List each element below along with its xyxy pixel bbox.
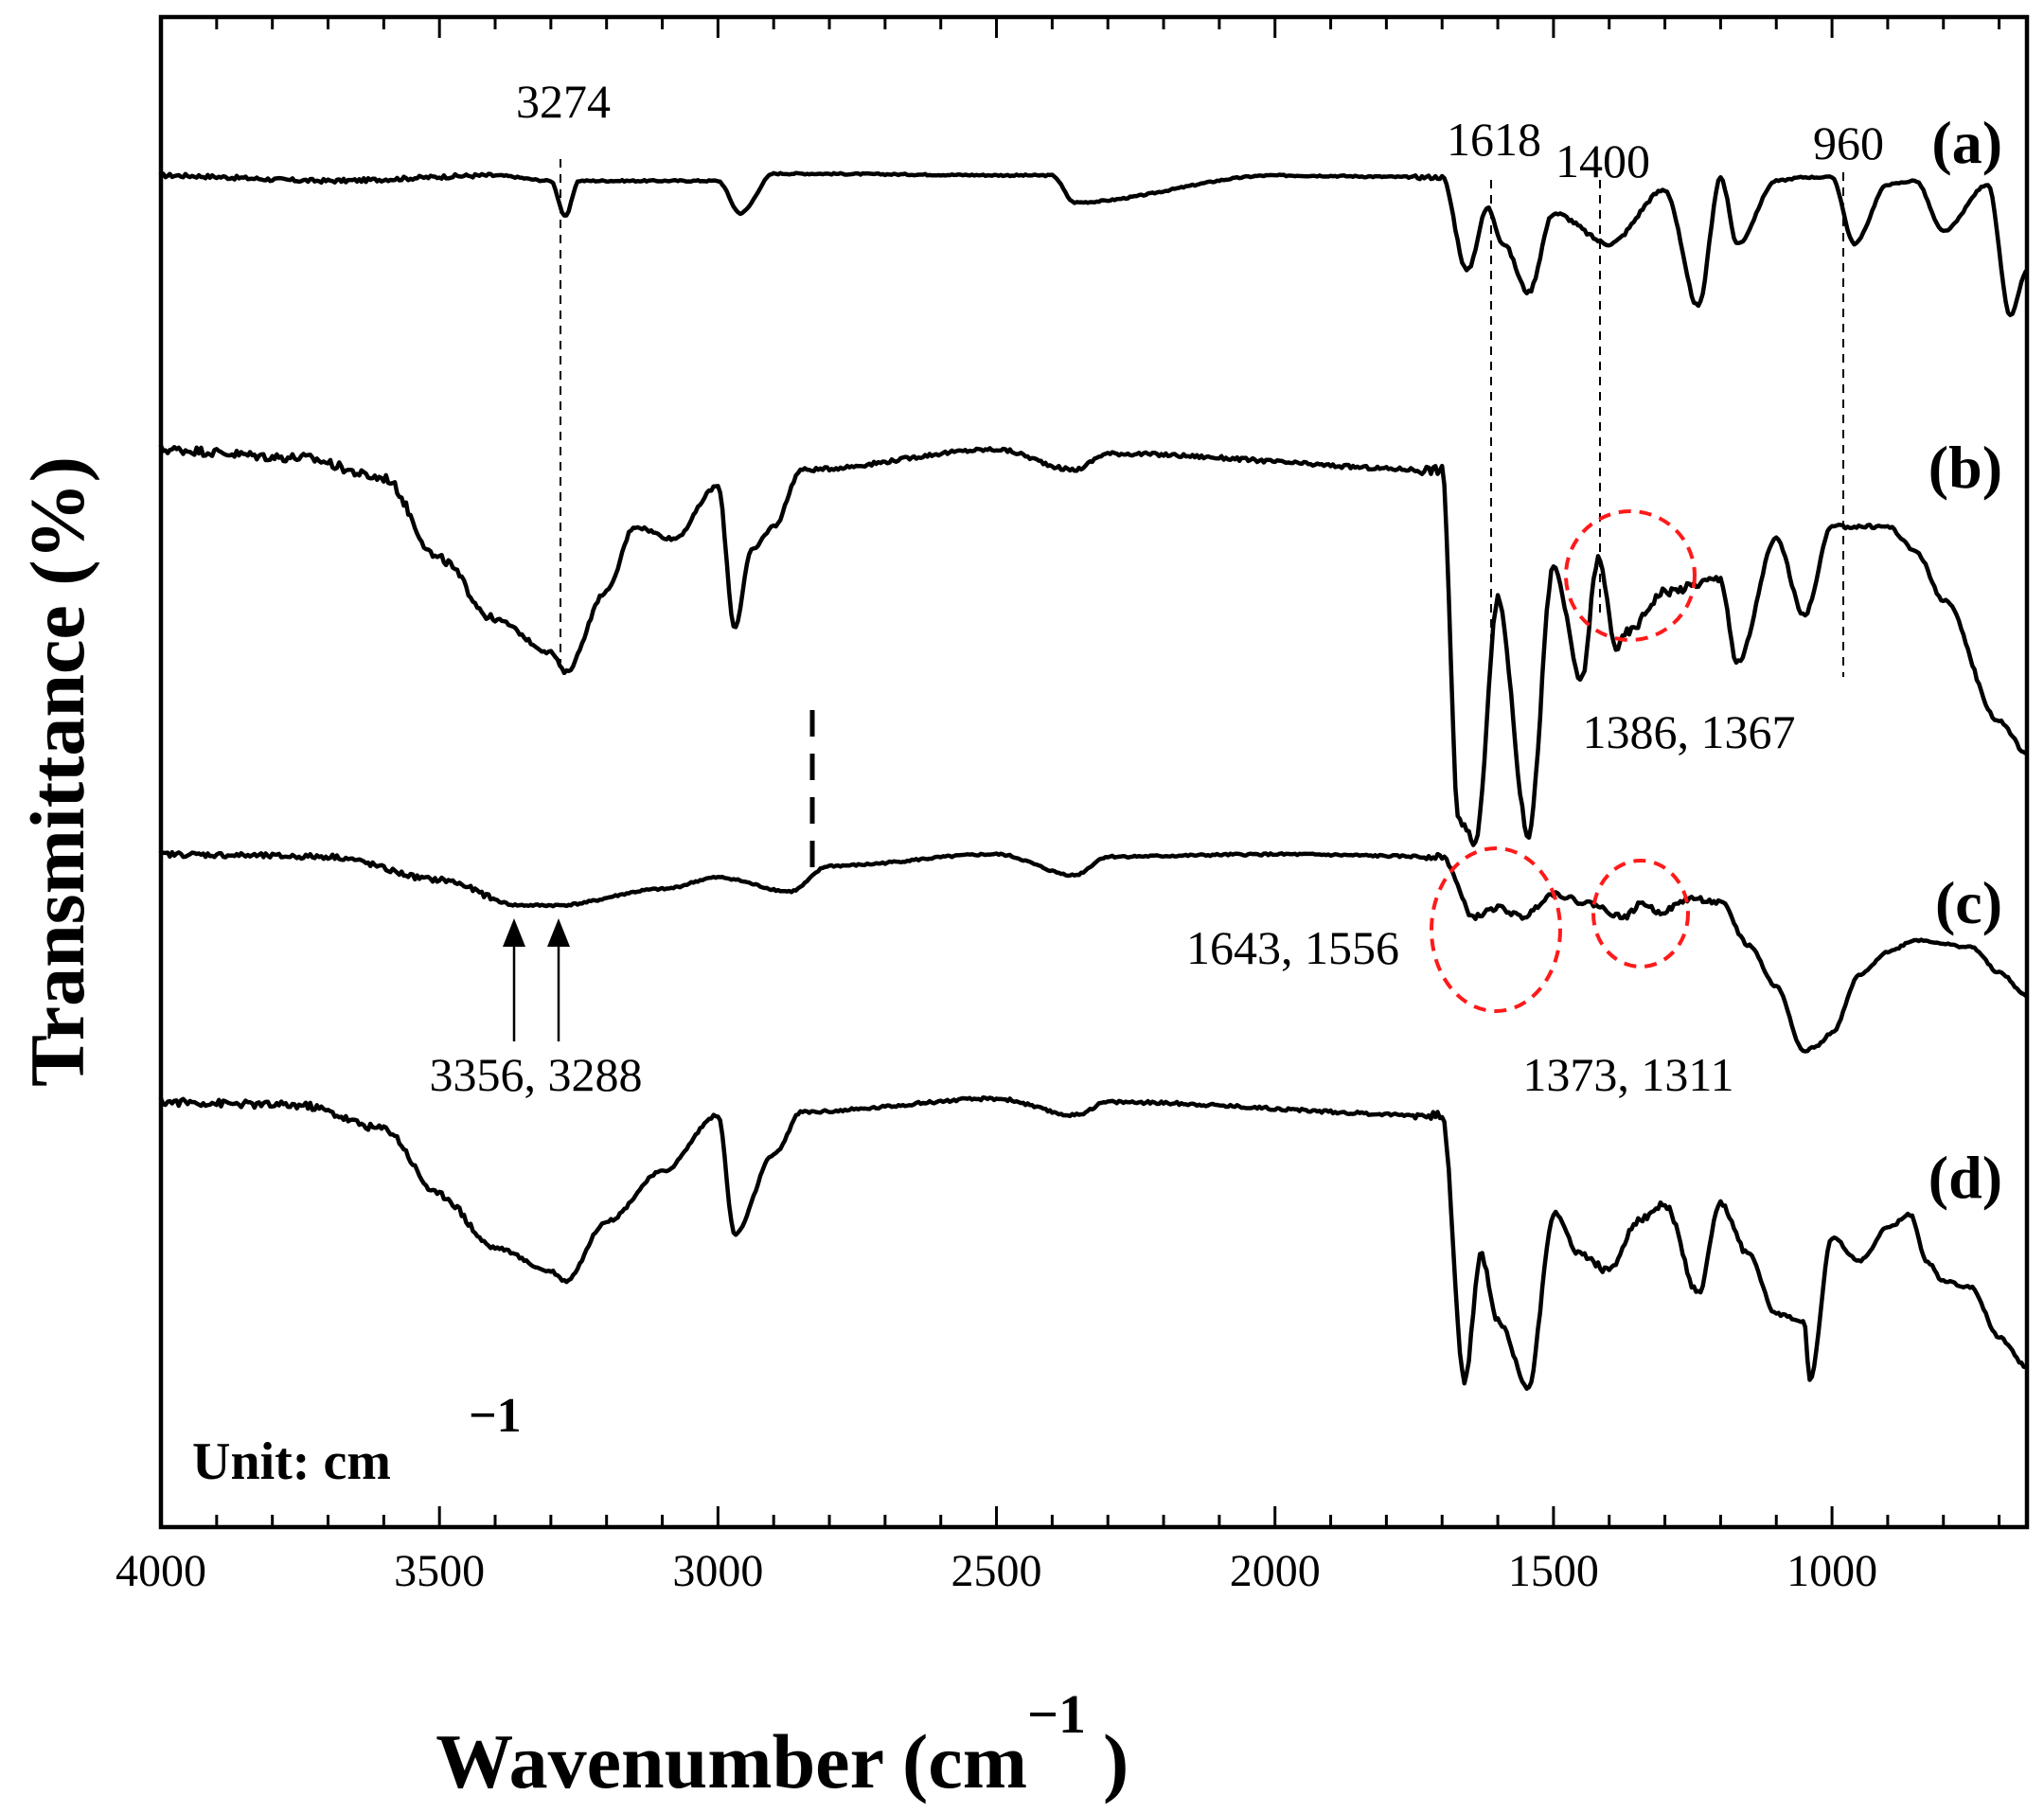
series-label-b: (b) — [1928, 434, 2002, 501]
x-tick-label-1500: 1500 — [1508, 1546, 1599, 1596]
annotation-1386-1367: 1386, 1367 — [1583, 705, 1796, 758]
series-label-c: (c) — [1935, 869, 2002, 936]
annotation-1618: 1618 — [1447, 113, 1541, 166]
unit-note-superscript: −1 — [469, 1389, 522, 1443]
highlight-circle-1373-1311 — [1591, 859, 1690, 969]
annotation-3274: 3274 — [516, 75, 611, 128]
arrow-3356 — [503, 918, 525, 1041]
x-tick-label-3500: 3500 — [394, 1546, 485, 1596]
annotation-1373-1311: 1373, 1311 — [1522, 1048, 1733, 1101]
x-axis-ticks — [159, 17, 2001, 1527]
x-axis-title-close: ) — [1103, 1718, 1129, 1804]
series-label-a: (a) — [1931, 109, 2002, 176]
highlight-circle-1386-1367 — [1564, 509, 1697, 642]
x-tick-label-3000: 3000 — [672, 1546, 763, 1596]
annotation-3356-3288: 3356, 3288 — [430, 1048, 643, 1101]
annotation-1643-1556: 1643, 1556 — [1186, 921, 1399, 974]
x-axis-title-superscript: −1 — [1027, 1683, 1086, 1745]
x-tick-label-2000: 2000 — [1230, 1546, 1321, 1596]
spectrum-line-c — [158, 849, 2029, 1054]
spectrum-line-b — [158, 443, 2029, 847]
x-tick-label-4000: 4000 — [116, 1546, 206, 1596]
plot-frame — [158, 14, 2030, 1530]
x-axis-title: Wavenumber (cm — [435, 1718, 1027, 1804]
spectrum-line-d — [158, 1094, 2029, 1392]
x-axis-tick-labels: 4000 3500 3000 2500 2000 1500 1000 — [116, 1546, 1877, 1596]
annotation-1400: 1400 — [1555, 134, 1650, 187]
annotation-960: 960 — [1813, 116, 1884, 169]
series-label-d: (d) — [1928, 1144, 2002, 1211]
x-tick-label-2500: 2500 — [951, 1546, 1042, 1596]
x-tick-label-1000: 1000 — [1786, 1546, 1877, 1596]
spectra-traces — [158, 170, 2029, 1392]
spectrum-line-a — [158, 170, 2029, 318]
highlight-circle-1643-1556 — [1430, 846, 1562, 1013]
unit-note: Unit: cm — [192, 1432, 391, 1491]
arrow-3288 — [547, 918, 570, 1041]
y-axis-title: Transmittance (%) — [14, 456, 100, 1087]
